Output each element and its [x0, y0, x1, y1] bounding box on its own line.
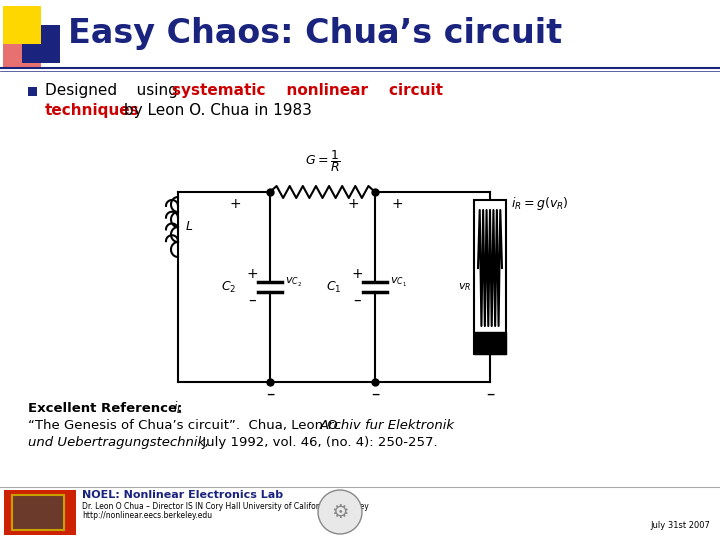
Bar: [0, 0, 720, 68]
Bar: [22, 25, 60, 63]
Text: July 31st 2007: July 31st 2007: [650, 521, 710, 530]
Text: $v_{C_1}$: $v_{C_1}$: [390, 275, 407, 288]
Text: $C_2$: $C_2$: [220, 280, 236, 294]
Bar: [474, 200, 506, 354]
Text: –: –: [354, 293, 361, 307]
Text: +: +: [246, 267, 258, 281]
Text: $v_R$: $v_R$: [458, 281, 471, 293]
Bar: [12, 495, 64, 530]
Text: –: –: [371, 385, 379, 403]
Text: $C_1$: $C_1$: [325, 280, 341, 294]
Text: Excellent Reference:: Excellent Reference:: [28, 402, 182, 415]
Text: +: +: [351, 267, 363, 281]
Text: “The Genesis of Chua’s circuit”.  Chua, Leon O.: “The Genesis of Chua’s circuit”. Chua, L…: [28, 419, 346, 432]
Text: –: –: [248, 293, 256, 307]
Text: Designed    using: Designed using: [45, 84, 197, 98]
Text: techniques: techniques: [45, 104, 140, 118]
Text: –: –: [486, 385, 494, 403]
Text: und Uebertragungstechnik,: und Uebertragungstechnik,: [28, 436, 210, 449]
Bar: [4, 490, 76, 535]
Text: systematic    nonlinear    circuit: systematic nonlinear circuit: [172, 84, 443, 98]
Text: Dr. Leon O Chua – Director IS IN Cory Hall University of California, Berkeley: Dr. Leon O Chua – Director IS IN Cory Ha…: [82, 502, 369, 511]
Text: NOEL: Nonlinear Electronics Lab: NOEL: Nonlinear Electronics Lab: [82, 490, 283, 500]
Text: Archiv fur Elektronik: Archiv fur Elektronik: [320, 419, 455, 432]
Circle shape: [318, 490, 362, 534]
Text: $i_L$: $i_L$: [173, 400, 183, 416]
Bar: [28, 87, 37, 96]
Text: –: –: [266, 385, 274, 403]
Bar: [474, 332, 506, 354]
Text: L: L: [186, 220, 193, 233]
Text: http://nonlinear.eecs.berkeley.edu: http://nonlinear.eecs.berkeley.edu: [82, 511, 212, 520]
Bar: [3, 40, 41, 68]
Text: July 1992, vol. 46, (no. 4): 250-257.: July 1992, vol. 46, (no. 4): 250-257.: [198, 436, 438, 449]
Bar: [3, 6, 41, 44]
Text: by Leon O. Chua in 1983: by Leon O. Chua in 1983: [119, 104, 312, 118]
Text: +: +: [347, 197, 359, 211]
Text: +: +: [391, 197, 402, 211]
Text: $G = \dfrac{1}{R}$: $G = \dfrac{1}{R}$: [305, 148, 341, 174]
Text: $v_{C_2}$: $v_{C_2}$: [285, 275, 302, 288]
Text: $i_R = g(v_R)$: $i_R = g(v_R)$: [511, 195, 569, 213]
Text: ⚙: ⚙: [331, 503, 348, 522]
Text: +: +: [229, 197, 240, 211]
Text: Easy Chaos: Chua’s circuit: Easy Chaos: Chua’s circuit: [68, 17, 562, 51]
